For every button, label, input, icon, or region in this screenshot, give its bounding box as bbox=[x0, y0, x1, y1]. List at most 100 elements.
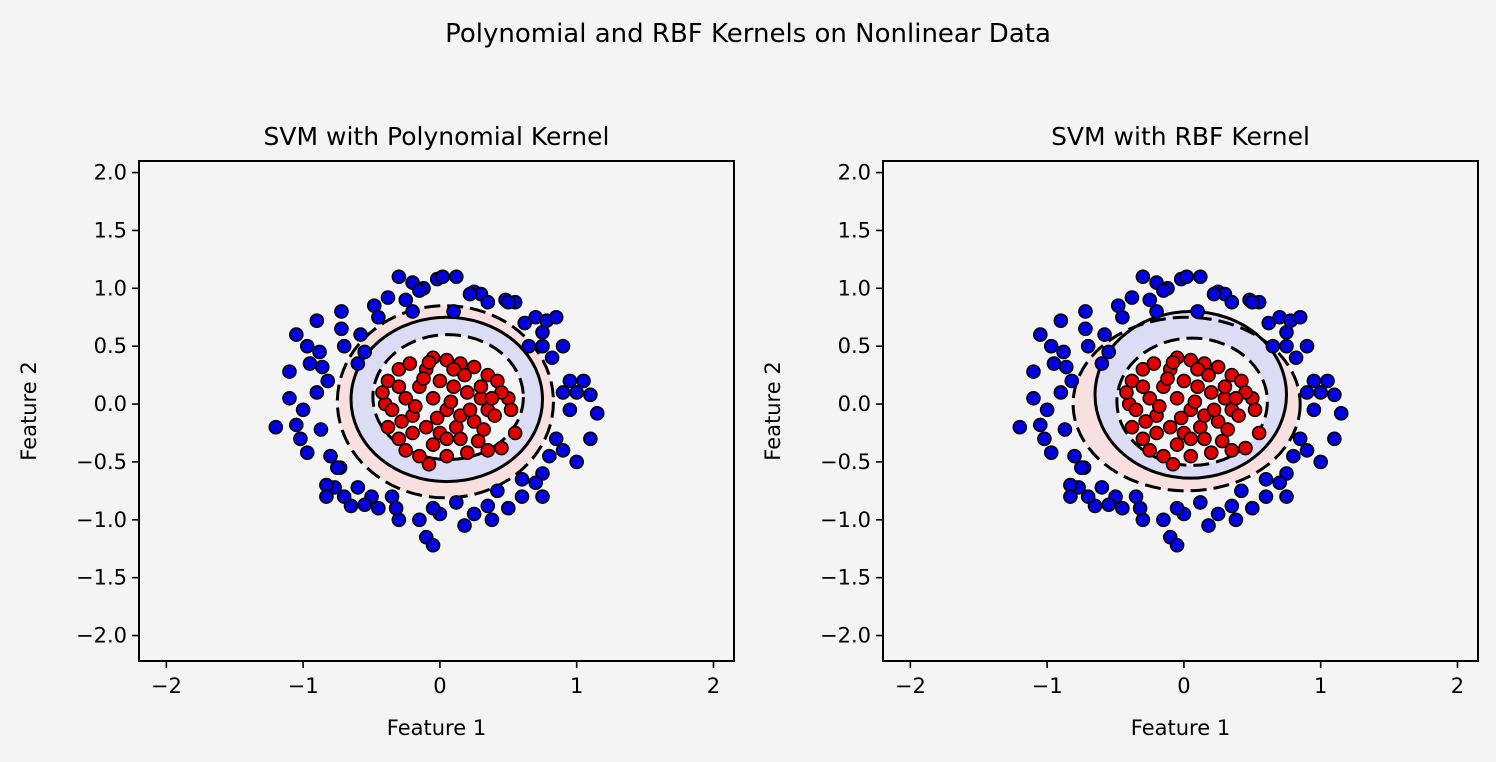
data-point bbox=[299, 338, 315, 354]
data-point bbox=[1313, 454, 1329, 470]
data-point bbox=[535, 324, 550, 340]
data-point bbox=[1149, 304, 1164, 319]
data-point bbox=[1165, 456, 1181, 472]
data-point bbox=[439, 431, 455, 447]
data-point bbox=[501, 294, 516, 310]
data-point bbox=[1286, 448, 1301, 464]
data-point bbox=[569, 385, 585, 400]
data-point bbox=[1053, 385, 1069, 400]
series-1 bbox=[1119, 350, 1267, 472]
data-point bbox=[446, 379, 461, 394]
data-point bbox=[1238, 440, 1253, 456]
y-tick-label: 1.5 bbox=[838, 218, 871, 242]
data-point bbox=[391, 431, 407, 447]
data-point bbox=[1094, 356, 1110, 371]
data-point bbox=[484, 390, 500, 406]
panel-polynomial: −2 −1 0 1 2 −2.0 −1.5 −1.0 −0.5 0.0 0.5 1.0 1.5 2.0 SV… bbox=[17, 122, 735, 740]
data-point bbox=[1193, 495, 1208, 510]
data-point bbox=[544, 350, 560, 366]
data-point bbox=[1142, 443, 1158, 458]
y-tick-label: 1.0 bbox=[94, 276, 127, 300]
data-point bbox=[371, 500, 386, 516]
data-point bbox=[432, 373, 448, 389]
y-tick-label: 2.0 bbox=[838, 161, 871, 185]
y-tick-label: 2.0 bbox=[94, 161, 127, 185]
data-point bbox=[425, 437, 441, 452]
data-point bbox=[425, 390, 441, 406]
data-point bbox=[562, 373, 578, 389]
data-point bbox=[425, 500, 441, 516]
data-point bbox=[453, 431, 468, 447]
data-point bbox=[1272, 475, 1287, 491]
data-point bbox=[1288, 350, 1304, 366]
data-point bbox=[548, 431, 564, 447]
data-point bbox=[1306, 373, 1322, 389]
data-point bbox=[1245, 500, 1260, 516]
data-point bbox=[542, 448, 557, 464]
data-point bbox=[1101, 497, 1116, 513]
data-point bbox=[459, 445, 475, 460]
data-point bbox=[1187, 394, 1203, 410]
data-point bbox=[1115, 309, 1130, 325]
data-point bbox=[371, 309, 386, 325]
y-axis-label: Feature 2 bbox=[761, 361, 785, 460]
data-point bbox=[334, 321, 349, 337]
data-point bbox=[309, 385, 325, 400]
data-point bbox=[391, 379, 407, 394]
y-tick-label: 0.0 bbox=[838, 392, 871, 416]
x-tick-label: 1 bbox=[1314, 674, 1327, 698]
data-point bbox=[1197, 431, 1212, 447]
data-point bbox=[1138, 414, 1153, 429]
data-point bbox=[416, 371, 431, 386]
data-point bbox=[1224, 294, 1240, 310]
data-point bbox=[425, 537, 441, 553]
data-point bbox=[1279, 324, 1294, 340]
data-point bbox=[1228, 512, 1244, 528]
data-point bbox=[449, 495, 464, 510]
series-0 bbox=[1012, 269, 1349, 553]
data-point bbox=[446, 304, 461, 319]
margin-line-outer bbox=[1071, 315, 1302, 493]
data-point bbox=[1097, 327, 1112, 342]
data-point bbox=[353, 327, 368, 342]
margin-line-inner bbox=[1115, 336, 1269, 467]
y-tick-label: −1.0 bbox=[76, 508, 127, 532]
decision-boundary-line bbox=[349, 315, 545, 484]
x-tick-label: 0 bbox=[433, 674, 446, 698]
data-point bbox=[1053, 313, 1069, 329]
data-point bbox=[562, 402, 578, 418]
axes-title: SVM with Polynomial Kernel bbox=[264, 122, 610, 151]
data-point bbox=[528, 475, 543, 491]
data-point bbox=[1135, 269, 1151, 285]
data-point bbox=[1032, 417, 1048, 433]
data-point bbox=[1299, 338, 1315, 354]
data-point bbox=[394, 414, 409, 429]
x-tick-label: 1 bbox=[570, 674, 583, 698]
data-point bbox=[1078, 321, 1093, 337]
data-point bbox=[1156, 448, 1171, 464]
data-point bbox=[443, 394, 459, 410]
margin-line-outer bbox=[335, 304, 555, 500]
data-point bbox=[334, 304, 349, 319]
data-point bbox=[1115, 500, 1130, 516]
data-point bbox=[1128, 402, 1144, 418]
data-point bbox=[418, 419, 434, 435]
data-point bbox=[323, 448, 338, 464]
data-point bbox=[293, 431, 308, 447]
data-point bbox=[490, 483, 505, 499]
data-point bbox=[1094, 480, 1110, 495]
data-point bbox=[1234, 483, 1249, 499]
data-point bbox=[470, 433, 486, 449]
data-point bbox=[589, 406, 605, 421]
data-point bbox=[405, 425, 420, 441]
data-point bbox=[473, 379, 489, 394]
data-point bbox=[535, 489, 550, 504]
data-point bbox=[476, 422, 491, 437]
data-point bbox=[1214, 433, 1230, 449]
data-point bbox=[282, 390, 297, 406]
data-point bbox=[384, 489, 400, 504]
data-point bbox=[449, 269, 464, 285]
data-point bbox=[583, 431, 598, 447]
data-point bbox=[1169, 500, 1185, 516]
data-point bbox=[535, 338, 550, 354]
